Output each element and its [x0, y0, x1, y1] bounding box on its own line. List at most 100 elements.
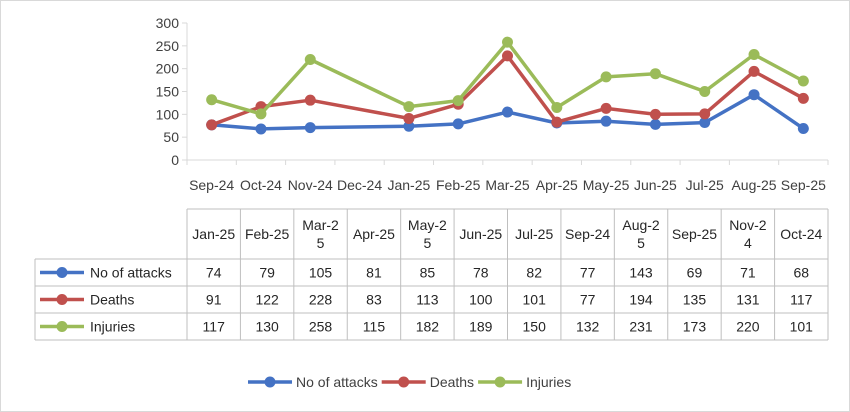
table-header-cell: Aug-2: [622, 217, 660, 233]
data-point: [502, 50, 513, 62]
y-axis: 0 50 100 150 200 250 300: [156, 15, 188, 168]
x-tick-label: Feb-25: [436, 177, 481, 193]
legend: No of attacks Deaths Injuries: [248, 374, 571, 390]
table-header-cell: 5: [637, 235, 645, 251]
table-cell: 77: [580, 265, 596, 281]
data-point: [206, 119, 218, 131]
data-point: [452, 95, 464, 107]
table-cell: 117: [790, 292, 813, 308]
data-point: [649, 68, 661, 80]
table-header-cell: Jun-25: [459, 226, 502, 242]
table-cell: 79: [259, 265, 275, 281]
data-point: [649, 108, 661, 120]
table-cell: 189: [469, 319, 493, 335]
y-tick-label: 250: [156, 38, 180, 54]
series-line: [211, 92, 805, 131]
table-cell: 105: [309, 265, 333, 281]
data-point: [452, 118, 464, 130]
series-line: [211, 54, 805, 127]
row-legend-marker: [56, 294, 68, 305]
data-point: [304, 122, 316, 134]
table-header-cell: Apr-25: [353, 226, 395, 242]
x-tick-label: Oct-24: [240, 177, 282, 193]
table-header-cell: Mar-2: [302, 217, 339, 233]
table-cell: 91: [206, 292, 222, 308]
x-tick-label: Jan-25: [387, 177, 430, 193]
series-lines: [206, 36, 809, 135]
y-tick-label: 100: [156, 106, 180, 122]
row-legend-marker: [56, 267, 68, 278]
x-tick-label: Sep-25: [781, 177, 826, 193]
table-cell: 182: [416, 319, 440, 335]
table-cell: 100: [469, 292, 493, 308]
data-point: [797, 75, 809, 87]
table-cell: 194: [629, 292, 653, 308]
table-cell: 122: [255, 292, 279, 308]
legend-item: Deaths: [381, 374, 474, 390]
legend-label: Deaths: [430, 374, 474, 390]
table-cell: 150: [523, 319, 547, 335]
row-legend-marker: [56, 321, 68, 332]
data-point: [600, 102, 612, 114]
table-cell: 101: [523, 292, 547, 308]
table-cell: 83: [366, 292, 382, 308]
y-tick-label: 50: [163, 129, 179, 145]
data-point: [600, 115, 612, 127]
x-tick-label: Jun-25: [634, 177, 677, 193]
data-point: [699, 86, 711, 97]
table-cell: 228: [309, 292, 333, 308]
data-point: [551, 116, 563, 128]
table-header-cell: Sep-25: [672, 226, 717, 242]
table-cell: 82: [526, 265, 542, 281]
series-group: [206, 89, 809, 135]
legend-item: Injuries: [478, 374, 571, 390]
table-cell: 77: [580, 292, 596, 308]
table-cell: 258: [309, 319, 333, 335]
row-label: Deaths: [90, 292, 134, 308]
table-cell: 117: [203, 319, 226, 335]
data-point: [403, 120, 415, 132]
table-header-cell: May-2: [408, 217, 447, 233]
table-cell: 71: [740, 265, 756, 281]
legend-marker: [398, 376, 410, 388]
table-header-cell: 5: [317, 235, 325, 251]
legend-marker: [264, 376, 276, 388]
data-point: [699, 117, 711, 129]
data-point: [304, 54, 316, 66]
table-cell: 74: [206, 265, 222, 281]
series-line: [211, 40, 805, 116]
table-cell: 113: [416, 292, 439, 308]
data-point: [699, 108, 711, 120]
x-axis: Sep-24 Oct-24 Nov-24 Dec-24 Jan-25 Feb-25 Mar-…: [186, 159, 829, 193]
table-header-cell: 5: [423, 235, 431, 251]
legend-item: No of attacks: [248, 374, 378, 390]
table-cell: 85: [420, 265, 436, 281]
table-header-cell: Sep-24: [565, 226, 610, 242]
data-point: [403, 112, 415, 124]
data-point: [797, 122, 809, 134]
data-point: [502, 106, 513, 118]
x-tick-label: Aug-25: [731, 177, 776, 193]
series-group: [206, 50, 809, 131]
legend-label: Injuries: [526, 374, 571, 390]
table-cell: 115: [363, 319, 386, 335]
table-cell: 69: [687, 265, 703, 281]
x-tick-label: Jul-25: [686, 177, 724, 193]
data-table: Jan-25 Feb-25 Mar-2 5 Apr-25 May-2 5 Jun-25 Jul-…: [34, 208, 829, 341]
series-group: [206, 36, 809, 120]
table-cell: 101: [790, 319, 814, 335]
table-header-cell: Oct-24: [780, 226, 822, 242]
data-point: [255, 108, 267, 120]
y-tick-label: 0: [171, 152, 179, 168]
data-point: [206, 94, 218, 106]
table-header-cell: Jan-25: [192, 226, 235, 242]
table-header-cell: 4: [744, 235, 752, 251]
x-tick-label: May-25: [583, 177, 630, 193]
table-cell: 81: [366, 265, 382, 281]
data-point: [600, 71, 612, 83]
x-tick-label: Apr-25: [536, 177, 578, 193]
legend-label: No of attacks: [296, 374, 378, 390]
row-label: No of attacks: [90, 265, 172, 281]
table-cell: 132: [576, 319, 600, 335]
